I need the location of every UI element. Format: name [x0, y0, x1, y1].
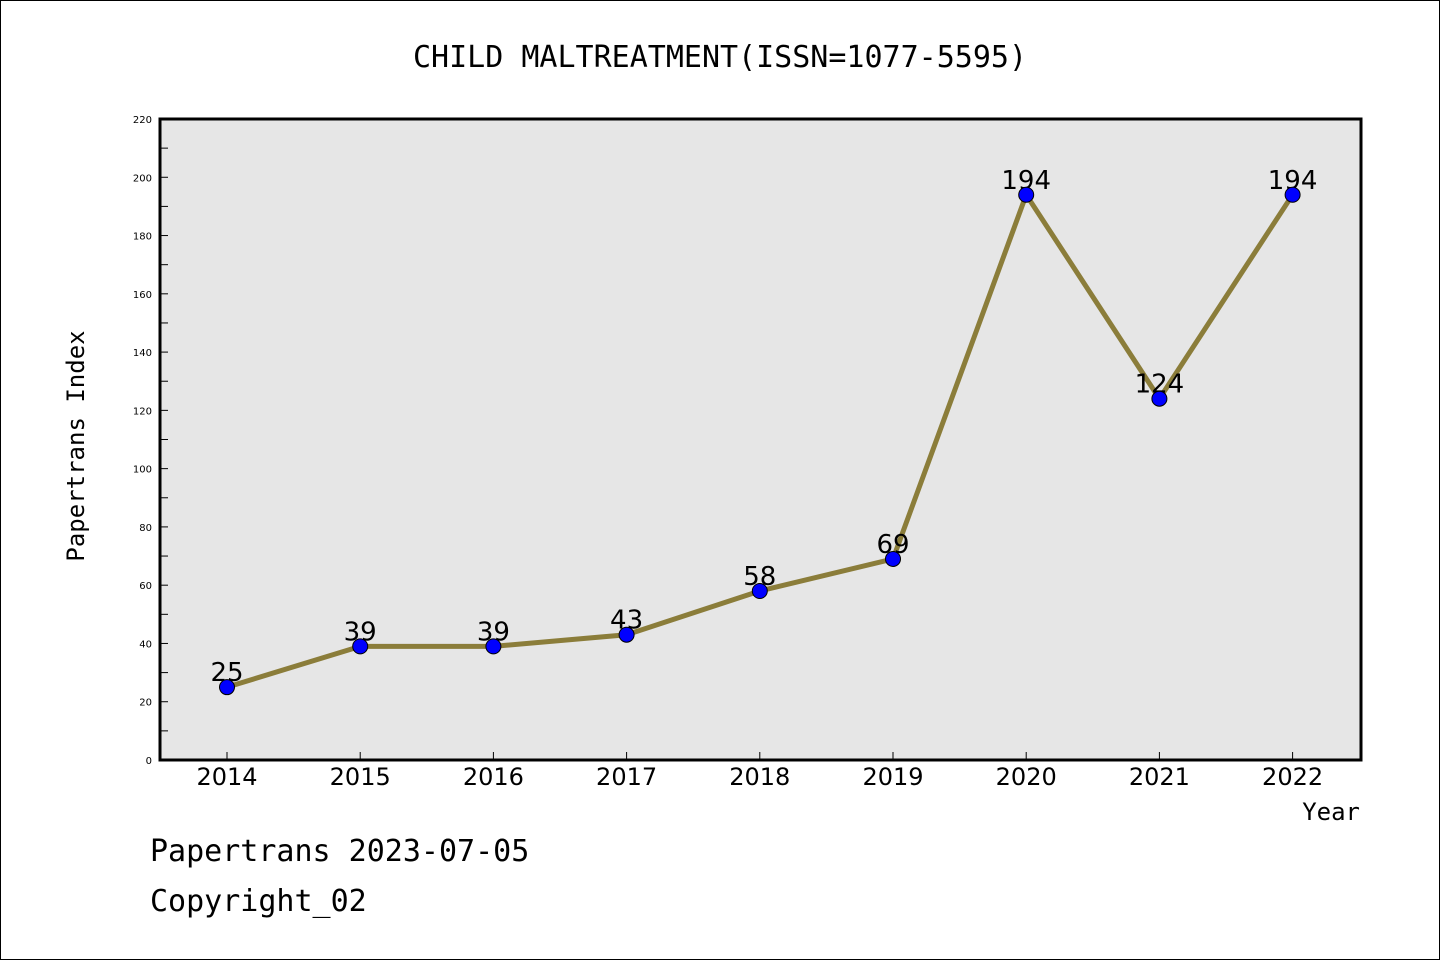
x-tick-label: 2015: [330, 763, 391, 791]
x-tick-label: 2017: [596, 763, 657, 791]
y-tick-label: 180: [133, 232, 152, 243]
footer-date-text: Papertrans 2023-07-05: [150, 834, 530, 869]
data-point: [618, 626, 635, 643]
data-point: [1284, 186, 1301, 203]
y-tick-label: 40: [139, 639, 152, 650]
y-axis-label: Papertrans Index: [62, 330, 90, 561]
plot-area: [158, 117, 1363, 762]
y-tick-label: 100: [133, 465, 152, 476]
data-point: [1018, 186, 1035, 203]
data-point: [219, 679, 235, 696]
x-tick-label: 2016: [463, 763, 524, 791]
x-axis: 2014 2015 2016 2017 2018 2019 2020 2021 2022: [196, 752, 1323, 791]
x-tick-label: 2018: [729, 763, 790, 791]
y-tick-label: 80: [139, 523, 152, 534]
data-point: [885, 550, 901, 567]
data-point: [751, 583, 768, 600]
y-axis: 0 20 40 60 80 100 120 140 160 180 200 220: [133, 115, 168, 767]
chart-title: CHILD MALTREATMENT(ISSN=1077-5595): [413, 40, 1027, 75]
data-point: [352, 638, 369, 655]
x-axis-label: Year: [1302, 798, 1360, 826]
footer-copyright-text: Copyright_02: [150, 884, 367, 919]
y-tick-label: 220: [133, 115, 152, 126]
y-tick-label: 20: [139, 698, 152, 709]
x-tick-label: 2020: [996, 763, 1057, 791]
y-tick-label: 160: [133, 290, 152, 301]
y-tick-label: 200: [133, 173, 152, 184]
x-tick-label: 2019: [862, 763, 923, 791]
y-tick-label: 0: [146, 756, 152, 767]
y-tick-label: 140: [133, 348, 152, 359]
x-tick-label: 2022: [1262, 763, 1323, 791]
data-point: [1151, 390, 1168, 407]
y-tick-label: 60: [139, 581, 152, 592]
x-tick-label: 2021: [1129, 763, 1190, 791]
x-tick-label: 2014: [196, 763, 257, 791]
data-point: [485, 638, 502, 655]
y-tick-label: 120: [133, 406, 152, 417]
